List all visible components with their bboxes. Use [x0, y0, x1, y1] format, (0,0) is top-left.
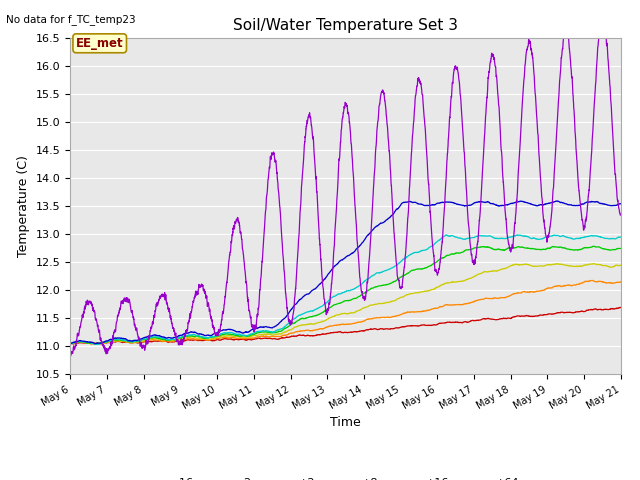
- Text: EE_met: EE_met: [76, 37, 124, 50]
- -16cm: [70, 341, 77, 347]
- Legend: -16cm, -8cm, -2cm, +2cm, +8cm, +16cm, +64cm: -16cm, -8cm, -2cm, +2cm, +8cm, +16cm, +6…: [150, 474, 541, 480]
- +8cm: [67, 341, 74, 347]
- +16cm: [399, 200, 407, 205]
- +16cm: [565, 202, 573, 208]
- +8cm: [399, 256, 407, 262]
- -2cm: [67, 341, 74, 347]
- -16cm: [67, 340, 74, 346]
- +16cm: [617, 201, 625, 206]
- +64cm: [617, 212, 625, 218]
- -8cm: [409, 309, 417, 315]
- -8cm: [220, 335, 228, 340]
- +2cm: [565, 246, 573, 252]
- Text: No data for f_TC_temp23: No data for f_TC_temp23: [6, 14, 136, 25]
- -2cm: [184, 335, 192, 340]
- -16cm: [565, 310, 573, 315]
- Line: +16cm: +16cm: [70, 201, 621, 344]
- +2cm: [409, 267, 417, 273]
- +8cm: [617, 234, 625, 240]
- -2cm: [220, 333, 228, 339]
- -2cm: [409, 290, 417, 296]
- +64cm: [220, 301, 228, 307]
- +8cm: [565, 235, 573, 240]
- +2cm: [92, 341, 99, 347]
- +16cm: [409, 200, 417, 205]
- +64cm: [67, 353, 74, 359]
- -8cm: [617, 279, 625, 285]
- -8cm: [184, 336, 192, 342]
- +2cm: [617, 246, 625, 252]
- -2cm: [399, 294, 407, 300]
- +64cm: [399, 272, 407, 278]
- -8cm: [399, 311, 407, 316]
- Line: -2cm: -2cm: [70, 264, 621, 344]
- +8cm: [184, 332, 192, 338]
- +64cm: [67, 352, 74, 358]
- +2cm: [220, 332, 228, 337]
- -8cm: [565, 282, 573, 288]
- Line: +8cm: +8cm: [70, 235, 621, 345]
- Title: Soil/Water Temperature Set 3: Soil/Water Temperature Set 3: [233, 18, 458, 33]
- -16cm: [220, 336, 228, 341]
- +64cm: [409, 128, 417, 133]
- +2cm: [399, 273, 407, 278]
- +64cm: [599, 13, 607, 19]
- -2cm: [617, 263, 625, 268]
- X-axis label: Time: Time: [330, 416, 361, 429]
- -2cm: [564, 263, 572, 269]
- -16cm: [617, 304, 625, 310]
- Line: -8cm: -8cm: [70, 280, 621, 344]
- -8cm: [94, 341, 102, 347]
- -8cm: [67, 341, 74, 347]
- +16cm: [67, 341, 74, 347]
- +8cm: [220, 330, 228, 336]
- +64cm: [617, 212, 625, 217]
- -16cm: [184, 337, 192, 343]
- +8cm: [93, 342, 101, 348]
- -16cm: [399, 324, 407, 330]
- -16cm: [617, 304, 625, 310]
- -16cm: [409, 323, 417, 329]
- +16cm: [552, 198, 560, 204]
- +8cm: [513, 232, 521, 238]
- +2cm: [67, 341, 74, 347]
- +16cm: [617, 201, 625, 207]
- +8cm: [617, 234, 625, 240]
- -2cm: [589, 261, 597, 266]
- +64cm: [184, 320, 192, 325]
- -8cm: [617, 279, 625, 285]
- +8cm: [409, 250, 417, 256]
- -8cm: [588, 277, 596, 283]
- -2cm: [617, 263, 625, 268]
- Y-axis label: Temperature (C): Temperature (C): [17, 156, 30, 257]
- Line: +64cm: +64cm: [70, 16, 621, 356]
- +16cm: [184, 330, 192, 336]
- -16cm: [617, 305, 625, 311]
- +16cm: [220, 327, 228, 333]
- +2cm: [184, 333, 192, 339]
- Line: -16cm: -16cm: [70, 307, 621, 344]
- +2cm: [589, 243, 597, 249]
- Line: +2cm: +2cm: [70, 246, 621, 344]
- +2cm: [617, 246, 625, 252]
- +64cm: [565, 36, 573, 42]
